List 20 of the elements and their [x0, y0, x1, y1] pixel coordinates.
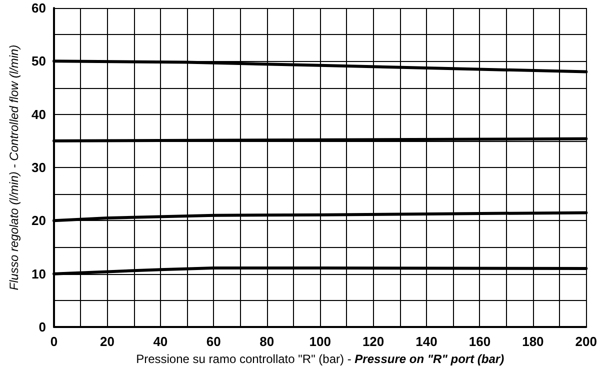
y-axis-title: Flusso regolato (l/min) - Controlled flow (l/min)	[7, 44, 21, 290]
x-tick-label: 200	[575, 334, 598, 349]
x-tick-label: 20	[100, 334, 114, 349]
x-tick-label: 80	[260, 334, 274, 349]
x-tick-label: 40	[153, 334, 168, 349]
x-tick-label: 100	[309, 334, 331, 349]
y-tick-label: 30	[32, 160, 46, 175]
x-tick-label: 140	[416, 334, 438, 349]
x-axis-title: Pressione su ramo controllato "R" (bar) - Pressure on "R" port (bar)	[136, 352, 504, 366]
x-tick-label: 160	[468, 334, 491, 349]
x-tick-label: 60	[206, 334, 221, 349]
y-tick-label: 40	[32, 106, 46, 122]
x-tick-label: 120	[362, 334, 384, 349]
y-tick-label: 50	[32, 54, 46, 69]
y-tick-label: 10	[32, 266, 46, 282]
y-tick-label: 20	[32, 213, 46, 228]
y-tick-label: 60	[32, 0, 46, 16]
x-tick-label: 180	[522, 334, 544, 349]
y-tick-label: 0	[38, 320, 46, 334]
x-tick-label: 0	[50, 334, 58, 349]
